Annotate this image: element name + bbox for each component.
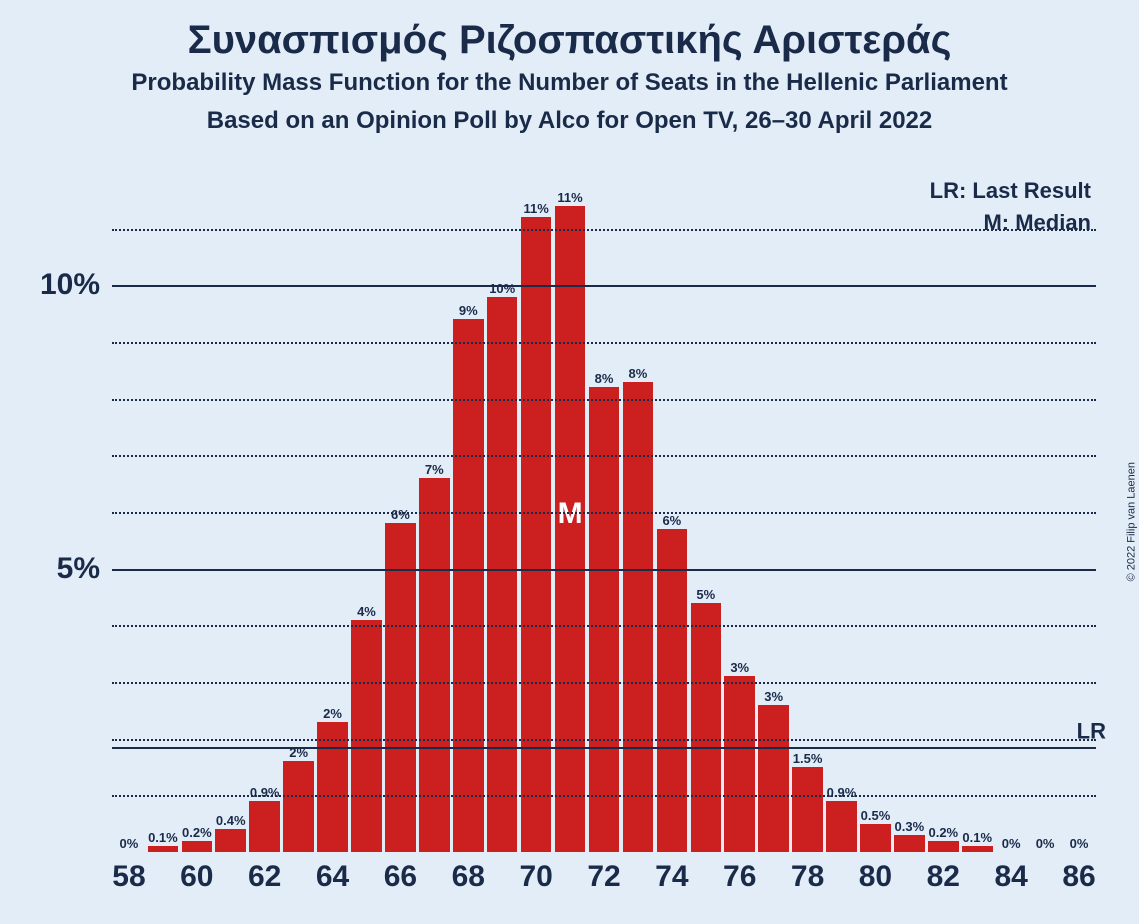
bar: 6% bbox=[385, 523, 416, 852]
bar: 5% bbox=[691, 603, 722, 852]
bar-value-label: 4% bbox=[357, 604, 376, 619]
bar-value-label: 8% bbox=[595, 371, 614, 386]
bar-value-label: 5% bbox=[696, 587, 715, 602]
x-tick-label: 76 bbox=[723, 860, 756, 894]
bar-value-label: 0% bbox=[1070, 836, 1089, 851]
bar-value-label: 3% bbox=[764, 689, 783, 704]
bar: 11% bbox=[521, 217, 552, 852]
y-tick-label: 5% bbox=[57, 552, 100, 586]
bar: 10% bbox=[487, 297, 518, 852]
x-tick-label: 64 bbox=[316, 860, 349, 894]
bar-value-label: 1.5% bbox=[793, 751, 823, 766]
bar: 3% bbox=[758, 705, 789, 852]
grid-major-line bbox=[112, 569, 1096, 571]
title-block: Συνασπισμός Ριζοσπαστικής Αριστεράς Prob… bbox=[0, 0, 1139, 135]
chart-title: Συνασπισμός Ριζοσπαστικής Αριστεράς bbox=[0, 18, 1139, 63]
bar: 0.9% bbox=[826, 801, 857, 852]
bar: 0.4% bbox=[215, 829, 246, 852]
bar: 8% bbox=[623, 382, 654, 852]
bar-value-label: 8% bbox=[629, 366, 648, 381]
bar: 3% bbox=[724, 676, 755, 852]
chart-subtitle-2: Based on an Opinion Poll by Alco for Ope… bbox=[0, 107, 1139, 135]
bar-value-label: 0% bbox=[120, 836, 139, 851]
bar: 6% bbox=[657, 529, 688, 852]
bar-value-label: 0% bbox=[1036, 836, 1055, 851]
grid-major-line bbox=[112, 285, 1096, 287]
x-tick-label: 86 bbox=[1062, 860, 1095, 894]
bar-value-label: 0.4% bbox=[216, 813, 246, 828]
y-axis: 5% 10% bbox=[38, 172, 110, 852]
bar-value-label: 2% bbox=[323, 706, 342, 721]
bar-value-label: 0.3% bbox=[895, 819, 925, 834]
x-tick-label: 80 bbox=[859, 860, 892, 894]
plot-area: 0%0.1%0.2%0.4%0.9%2%2%4%6%7%9%10%11%11%M… bbox=[112, 172, 1096, 852]
grid-minor-line bbox=[112, 795, 1096, 797]
bar-value-label: 6% bbox=[391, 507, 410, 522]
x-tick-label: 68 bbox=[452, 860, 485, 894]
bar-value-label: 11% bbox=[557, 190, 582, 205]
copyright-text: © 2022 Filip van Laenen bbox=[1125, 462, 1137, 581]
bar: 0.9% bbox=[249, 801, 280, 852]
grid-minor-line bbox=[112, 682, 1096, 684]
grid-minor-line bbox=[112, 512, 1096, 514]
bar: 0.2% bbox=[182, 841, 213, 852]
last-result-label: LR bbox=[1077, 719, 1106, 745]
bar-value-label: 0.9% bbox=[250, 785, 280, 800]
chart-subtitle-1: Probability Mass Function for the Number… bbox=[0, 69, 1139, 97]
bar-value-label: 9% bbox=[459, 303, 478, 318]
x-tick-label: 78 bbox=[791, 860, 824, 894]
bar: 1.5% bbox=[792, 767, 823, 852]
bar-value-label: 0.9% bbox=[827, 785, 857, 800]
bar-value-label: 11% bbox=[523, 201, 548, 216]
grid-minor-line bbox=[112, 455, 1096, 457]
bar: 0.5% bbox=[860, 824, 891, 852]
bar: 11%M bbox=[555, 206, 586, 852]
bar: 2% bbox=[317, 722, 348, 852]
bar: 0.2% bbox=[928, 841, 959, 852]
bar: 0.3% bbox=[894, 835, 925, 852]
bar-value-label: 0.2% bbox=[928, 825, 958, 840]
x-tick-label: 66 bbox=[384, 860, 417, 894]
grid-minor-line bbox=[112, 739, 1096, 741]
bar: 0.1% bbox=[962, 846, 993, 852]
bar-value-label: 0.1% bbox=[962, 830, 992, 845]
x-tick-label: 62 bbox=[248, 860, 281, 894]
x-tick-label: 74 bbox=[655, 860, 688, 894]
x-tick-label: 82 bbox=[927, 860, 960, 894]
bar-value-label: 0.1% bbox=[148, 830, 178, 845]
bar-value-label: 10% bbox=[489, 281, 515, 296]
grid-minor-line bbox=[112, 625, 1096, 627]
last-result-line bbox=[112, 747, 1096, 749]
x-axis: 58 60 62 64 66 68 70 72 74 76 78 80 82 84 86 bbox=[112, 860, 1096, 900]
bar: 4% bbox=[351, 620, 382, 852]
y-tick-label: 10% bbox=[40, 268, 100, 302]
bar-value-label: 6% bbox=[662, 513, 681, 528]
bar-value-label: 0% bbox=[1002, 836, 1021, 851]
x-tick-label: 70 bbox=[519, 860, 552, 894]
grid-minor-line bbox=[112, 399, 1096, 401]
chart-area: 5%10% 0%0.1%0.2%0.4%0.9%2%2%4%6%7%9%10%1… bbox=[38, 172, 1108, 892]
x-tick-label: 84 bbox=[994, 860, 1027, 894]
bar: 0.1% bbox=[148, 846, 179, 852]
grid-minor-line bbox=[112, 229, 1096, 231]
bar-value-label: 0.2% bbox=[182, 825, 212, 840]
bar-value-label: 7% bbox=[425, 462, 444, 477]
bar: 2% bbox=[283, 761, 314, 852]
x-tick-label: 72 bbox=[587, 860, 620, 894]
x-tick-label: 60 bbox=[180, 860, 213, 894]
grid-minor-line bbox=[112, 342, 1096, 344]
x-tick-label: 58 bbox=[112, 860, 145, 894]
bar-value-label: 3% bbox=[730, 660, 749, 675]
bar-value-label: 0.5% bbox=[861, 808, 891, 823]
